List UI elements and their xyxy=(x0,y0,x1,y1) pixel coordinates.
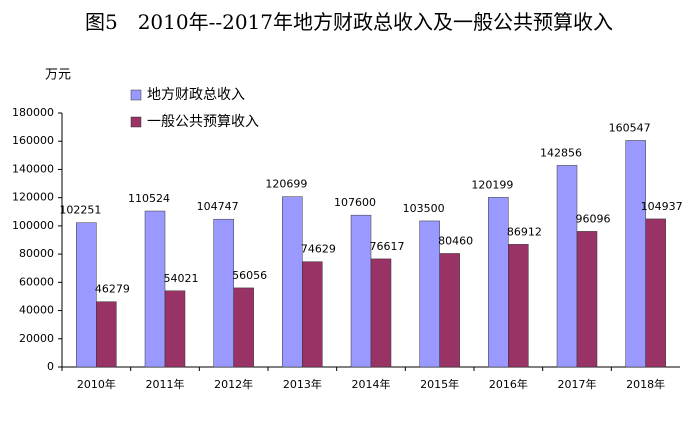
x-tick-label: 2014年 xyxy=(352,377,391,391)
y-tick-label: 140000 xyxy=(12,162,54,175)
value-label: 142856 xyxy=(540,146,582,159)
value-label: 96096 xyxy=(576,212,611,225)
y-tick-label: 0 xyxy=(47,360,54,373)
bar xyxy=(645,218,666,368)
bar xyxy=(96,301,117,368)
value-label: 104747 xyxy=(197,200,239,213)
y-axis-label: 万元 xyxy=(45,68,71,83)
chart-title: 图5 2010年--2017年地方财政总收入及一般公共预算收入 xyxy=(84,10,614,34)
value-label: 120699 xyxy=(265,178,307,191)
value-label: 76617 xyxy=(370,240,405,253)
x-tick-label: 2013年 xyxy=(283,377,322,391)
value-label: 102251 xyxy=(59,204,101,217)
y-tick-label: 60000 xyxy=(19,275,54,288)
value-label: 86912 xyxy=(507,225,542,238)
value-label: 110524 xyxy=(128,192,170,205)
x-tick-label: 2018年 xyxy=(626,377,665,391)
x-tick-label: 2011年 xyxy=(146,377,185,391)
bar xyxy=(556,165,578,368)
bar xyxy=(76,222,97,368)
value-label: 74629 xyxy=(301,243,336,256)
y-tick-label: 160000 xyxy=(12,134,54,147)
value-label: 56056 xyxy=(232,269,267,282)
value-label: 80460 xyxy=(438,234,473,247)
value-label: 160547 xyxy=(609,121,651,134)
bar xyxy=(419,220,440,368)
bar xyxy=(350,214,372,368)
bar xyxy=(508,244,529,368)
x-tick-label: 2015年 xyxy=(420,377,459,391)
bar xyxy=(488,197,509,368)
x-tick-label: 2016年 xyxy=(489,377,528,391)
x-tick-label: 2012年 xyxy=(214,377,253,391)
value-label: 46279 xyxy=(95,283,130,296)
value-label: 103500 xyxy=(403,202,445,215)
bar xyxy=(625,140,646,368)
x-tick-label: 2017年 xyxy=(558,377,597,391)
legend-swatch xyxy=(130,89,142,101)
value-label: 107600 xyxy=(334,196,376,209)
bar xyxy=(302,261,323,368)
legend-label: 地方财政总收入 xyxy=(147,87,245,103)
bar xyxy=(233,287,254,368)
y-tick-label: 100000 xyxy=(12,219,54,232)
value-label: 104937 xyxy=(641,200,683,213)
y-tick-label: 180000 xyxy=(12,106,54,119)
value-label: 54021 xyxy=(164,272,199,285)
value-label: 120199 xyxy=(471,178,513,191)
x-tick-label: 2010年 xyxy=(77,377,116,391)
y-tick-label: 40000 xyxy=(19,304,54,317)
y-tick-label: 20000 xyxy=(19,332,54,345)
y-tick-label: 120000 xyxy=(12,191,54,204)
bar xyxy=(144,210,166,368)
bar xyxy=(370,258,392,368)
bar xyxy=(576,231,598,368)
bar xyxy=(213,218,234,368)
legend-swatch xyxy=(130,116,142,128)
bar xyxy=(282,196,303,368)
legend-label: 一般公共预算收入 xyxy=(147,114,259,130)
y-tick-label: 80000 xyxy=(19,247,54,260)
bar xyxy=(164,290,186,368)
bar xyxy=(439,253,460,368)
